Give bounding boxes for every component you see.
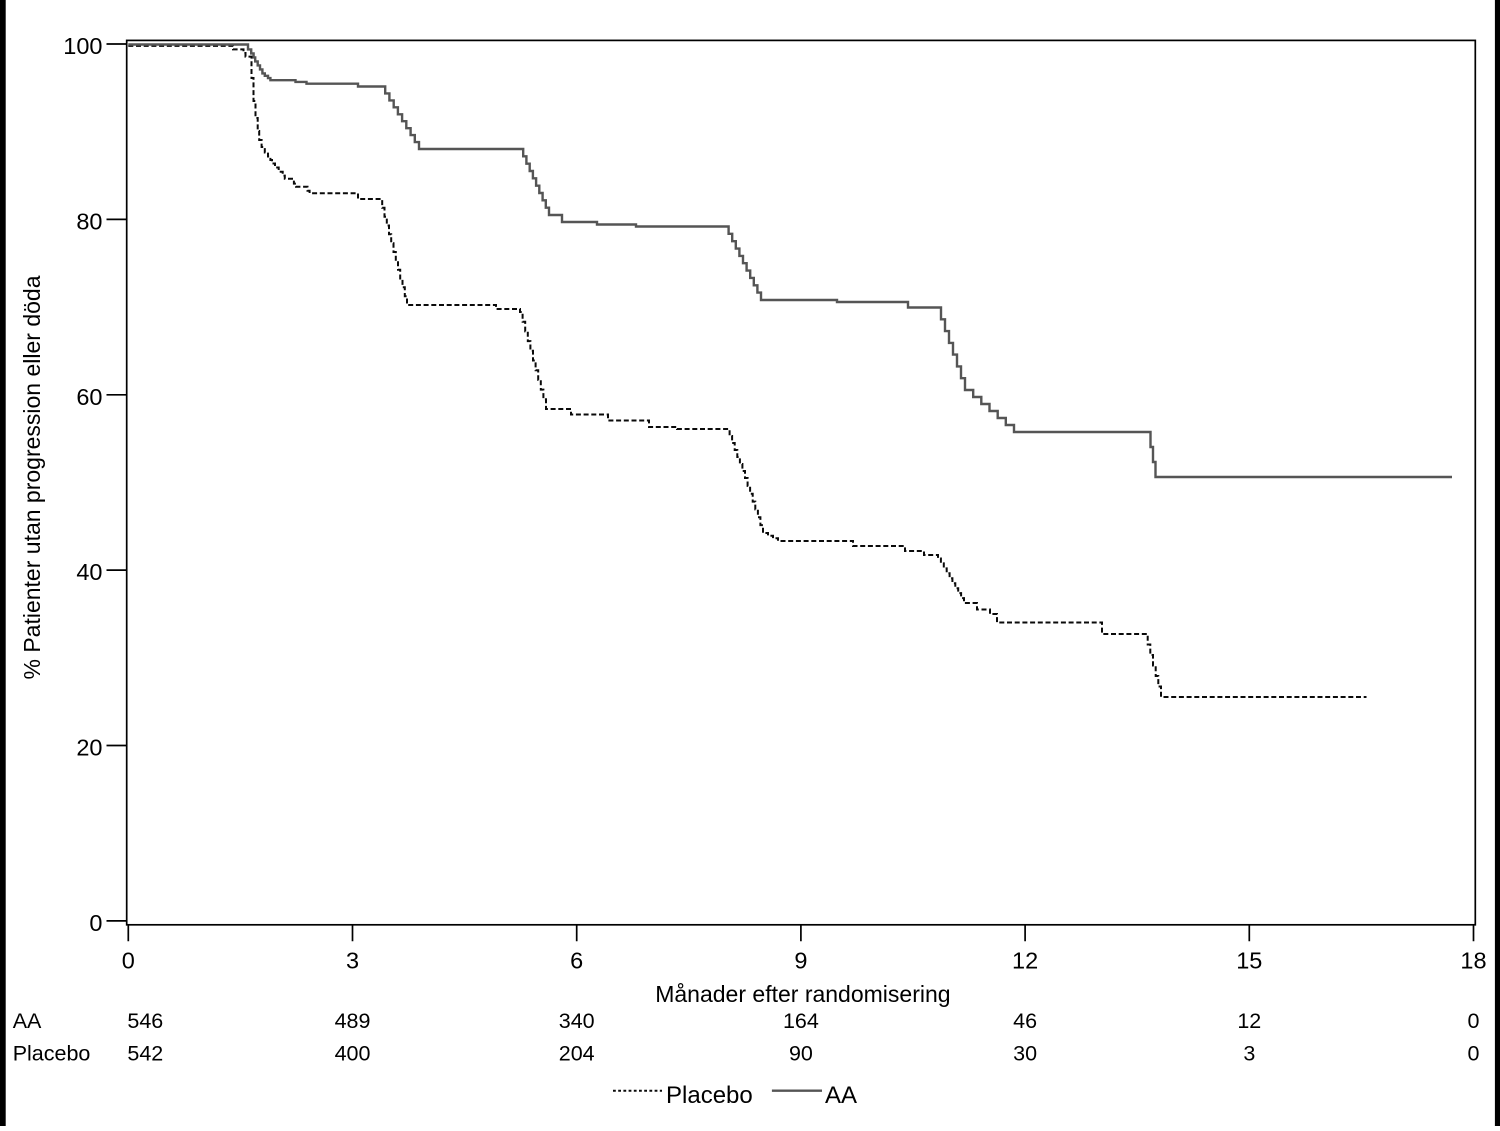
svg-text:20: 20: [76, 735, 102, 761]
svg-text:204: 204: [559, 1042, 595, 1066]
svg-text:400: 400: [335, 1042, 371, 1066]
svg-text:AA: AA: [13, 1009, 42, 1033]
svg-text:0: 0: [89, 910, 102, 936]
svg-text:18: 18: [1460, 948, 1486, 974]
svg-text:% Patienter utan progression e: % Patienter utan progression eller döda: [19, 275, 45, 679]
svg-text:546: 546: [127, 1009, 163, 1033]
svg-text:340: 340: [559, 1009, 595, 1033]
svg-text:80: 80: [76, 208, 102, 234]
svg-text:3: 3: [1243, 1042, 1255, 1066]
svg-text:15: 15: [1236, 948, 1262, 974]
svg-text:12: 12: [1012, 948, 1038, 974]
svg-text:60: 60: [76, 384, 102, 410]
svg-text:12: 12: [1237, 1009, 1261, 1033]
svg-text:164: 164: [783, 1009, 819, 1033]
svg-text:40: 40: [76, 559, 102, 585]
svg-text:90: 90: [789, 1042, 813, 1066]
svg-text:Placebo: Placebo: [666, 1082, 753, 1109]
svg-text:AA: AA: [825, 1082, 857, 1109]
svg-text:0: 0: [1468, 1042, 1480, 1066]
svg-text:0: 0: [122, 948, 135, 974]
svg-text:6: 6: [570, 948, 583, 974]
svg-text:Placebo: Placebo: [13, 1042, 91, 1066]
svg-text:Månader efter randomisering: Månader efter randomisering: [655, 981, 950, 1007]
svg-text:489: 489: [335, 1009, 371, 1033]
svg-text:9: 9: [794, 948, 807, 974]
svg-text:0: 0: [1468, 1009, 1480, 1033]
svg-text:542: 542: [127, 1042, 163, 1066]
svg-text:46: 46: [1013, 1009, 1037, 1033]
svg-text:30: 30: [1013, 1042, 1037, 1066]
svg-text:100: 100: [63, 33, 102, 59]
svg-text:3: 3: [346, 948, 359, 974]
